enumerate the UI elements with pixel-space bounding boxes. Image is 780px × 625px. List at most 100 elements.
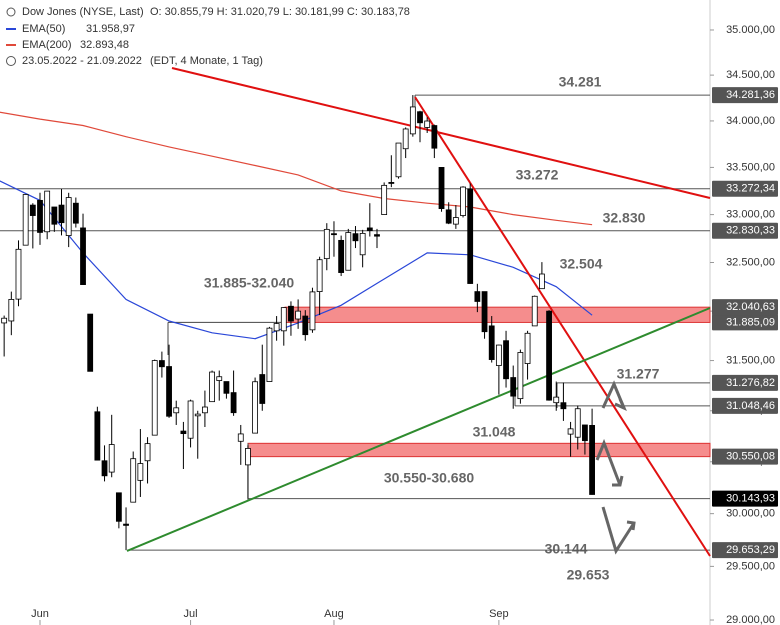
plot-area: 29.000,0029.500,0030.000,0030.500,0031.0… — [0, 24, 778, 625]
legend-name: EMA(200) — [22, 39, 72, 51]
candle-body — [302, 315, 309, 336]
y-tick-label: 30.000,00 — [726, 508, 775, 520]
y-tick-label: 34.500,00 — [726, 69, 775, 81]
support-zone — [284, 306, 711, 323]
candle-body — [438, 167, 445, 210]
x-tick-label: Jul — [184, 608, 198, 620]
candle-body — [108, 444, 115, 473]
candle-body — [359, 232, 366, 256]
candle-body — [202, 406, 208, 414]
candle-body — [252, 381, 259, 434]
candle-body — [409, 106, 416, 135]
candle-body — [316, 259, 323, 292]
candle-body — [15, 248, 22, 300]
level-annotation: 30.144 — [545, 541, 588, 557]
price-tag — [712, 314, 778, 331]
price-tag-label: 29.653,29 — [726, 544, 775, 556]
ohlc-text: O: 30.855,79 H: 31.020,79 L: 30.181,99 C… — [150, 6, 410, 18]
icon — [6, 56, 16, 66]
price-tag-label: 31.276,82 — [726, 377, 775, 389]
level-annotation: 31.048 — [473, 424, 516, 440]
zone-annotation: 30.550-30.680 — [384, 470, 475, 486]
candle-body — [445, 209, 452, 224]
price-tag — [712, 490, 778, 507]
level-annotation: 33.272 — [516, 167, 559, 183]
candle-body — [553, 396, 560, 404]
candle-body — [158, 360, 165, 368]
candle-body — [395, 142, 402, 178]
candle-body — [374, 234, 380, 237]
level-annotation: 34.281 — [559, 74, 602, 90]
candle-body — [345, 232, 352, 271]
candle-body — [266, 327, 273, 382]
price-tag-label: 32.040,63 — [726, 301, 775, 313]
candle-body — [37, 199, 43, 233]
candle-body — [280, 307, 287, 332]
instrument-title: Dow Jones (NYSE, Last) — [22, 6, 144, 18]
candle-body — [115, 492, 122, 522]
y-tick-label: 29.500,00 — [726, 560, 775, 572]
trend-line — [171, 67, 711, 199]
candle-body — [166, 366, 172, 417]
y-tick-label: 29.000,00 — [726, 614, 775, 625]
candle-body — [22, 194, 29, 246]
candle-body — [295, 310, 302, 320]
candle-body — [1, 317, 8, 324]
candle-body — [187, 400, 194, 439]
candle-body — [58, 204, 65, 224]
candle-body — [44, 190, 51, 233]
candle-body — [288, 305, 294, 322]
candle-body — [309, 291, 316, 331]
trend-line — [126, 307, 711, 552]
candle-body — [452, 217, 459, 225]
price-tag — [712, 87, 778, 104]
trend-line — [414, 96, 711, 557]
candle-body — [481, 291, 488, 333]
candle-body — [237, 433, 244, 442]
candle-body — [338, 239, 345, 273]
x-tick-label: Jun — [31, 608, 49, 620]
candle-body — [495, 344, 502, 366]
level-annotation: 29.653 — [567, 567, 610, 583]
candle-body — [474, 291, 481, 302]
candle-body — [72, 202, 79, 224]
candle-body — [488, 325, 495, 360]
candle-body — [273, 323, 280, 332]
zone-annotation: 31.885-32.040 — [204, 275, 295, 291]
arrow-head — [614, 398, 627, 411]
price-tag-label: 31.885,09 — [726, 316, 775, 328]
arrow — [601, 506, 636, 555]
arrow-head — [612, 475, 624, 487]
price-tag-label: 31.048,46 — [726, 400, 775, 412]
price-tag-label: 32.830,33 — [726, 225, 775, 237]
price-tag — [712, 542, 778, 559]
price-tag — [712, 397, 778, 414]
price-tag — [712, 299, 778, 316]
icon — [6, 7, 16, 17]
ema-line — [0, 111, 593, 226]
legend-value: 31.958,97 — [86, 23, 135, 35]
y-tick-label: 34.000,00 — [726, 115, 775, 127]
candle-body — [417, 111, 423, 124]
candle-body — [381, 184, 388, 215]
candle-body — [173, 407, 180, 414]
candle-body — [331, 233, 337, 236]
candle-body — [101, 460, 108, 477]
candle-body — [80, 227, 86, 285]
arrow — [595, 438, 622, 486]
candle-body — [130, 458, 137, 503]
candle-body — [567, 428, 574, 435]
candle-body — [510, 377, 517, 397]
candle-body — [524, 332, 531, 364]
candle-body — [366, 227, 373, 232]
header: Dow Jones (NYSE, Last) O: 30.855,79 H: 3… — [6, 6, 410, 67]
candle-body — [560, 402, 567, 410]
candle-body — [137, 463, 144, 481]
arrow-head — [626, 520, 636, 531]
candle-body — [431, 125, 438, 149]
price-tag — [712, 180, 778, 197]
price-tag-label: 33.272,34 — [726, 183, 775, 195]
candle-body — [517, 352, 524, 400]
x-tick-label: Aug — [324, 608, 344, 620]
